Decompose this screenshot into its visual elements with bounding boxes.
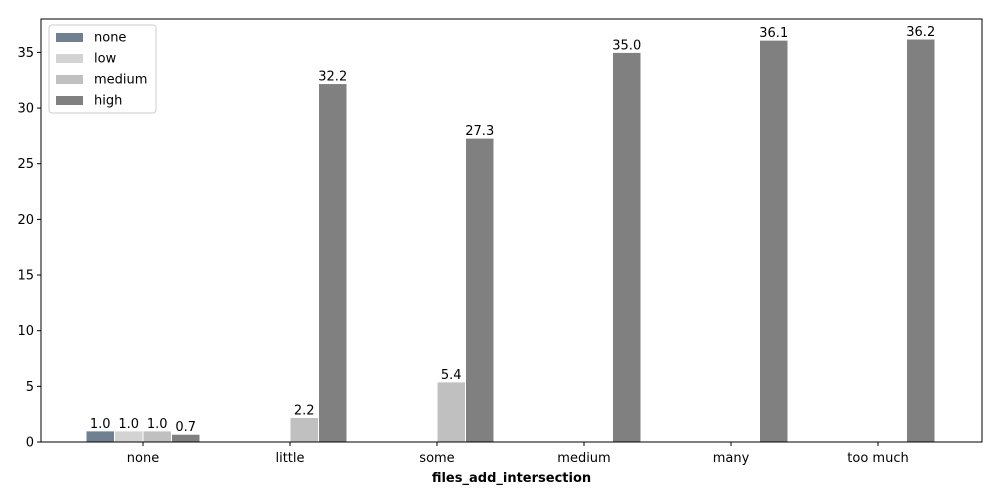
legend-label-high: high xyxy=(94,94,122,109)
legend-label-none: none xyxy=(94,31,126,46)
x-axis: none little some medium many too much xyxy=(127,442,909,466)
legend-label-low: low xyxy=(94,52,117,67)
y-tick-label: 10 xyxy=(17,324,34,339)
y-tick-label: 30 xyxy=(17,102,34,117)
bar-medium xyxy=(289,417,319,443)
legend-swatch-high xyxy=(56,96,83,105)
bar-value-label: 1.0 xyxy=(147,417,168,432)
x-tick-label: many xyxy=(713,451,750,466)
legend-swatch-none xyxy=(56,33,83,42)
y-tick-label: 25 xyxy=(17,157,34,172)
bar-value-label: 36.1 xyxy=(759,26,788,41)
bar-value-label: 1.0 xyxy=(118,417,139,432)
bar-value-label: 35.0 xyxy=(612,38,641,53)
y-tick-label: 20 xyxy=(17,213,34,228)
bar-high xyxy=(906,38,936,443)
bar-labels-layer: 1.0 1.0 1.0 0.7 2.2 32.2 5.4 27.3 35.0 36.1 36.2 xyxy=(90,25,935,435)
x-tick-label: medium xyxy=(557,451,610,466)
bar-value-label: 0.7 xyxy=(175,420,196,435)
bar-value-label: 5.4 xyxy=(441,368,462,383)
bar-medium xyxy=(142,430,172,443)
bar-medium xyxy=(436,381,466,443)
bar-high xyxy=(318,83,348,443)
legend-swatch-low xyxy=(56,54,83,63)
x-axis-title: files_add_intersection xyxy=(432,471,591,486)
bar-high xyxy=(465,137,495,443)
plot-frame xyxy=(40,18,983,443)
bar-value-label: 27.3 xyxy=(465,124,494,139)
legend: none low medium high xyxy=(48,24,157,114)
y-tick-label: 35 xyxy=(17,46,34,61)
bar-high xyxy=(759,39,789,443)
y-tick-label: 5 xyxy=(26,380,34,395)
legend-label-medium: medium xyxy=(94,73,147,88)
bar-none xyxy=(85,430,115,443)
bar-high xyxy=(171,433,201,443)
bar-value-label: 1.0 xyxy=(90,417,111,432)
bar-value-label: 2.2 xyxy=(294,404,315,419)
y-axis: 0 5 10 15 20 25 30 35 xyxy=(17,46,41,451)
x-tick-label: too much xyxy=(847,451,908,466)
y-tick-label: 0 xyxy=(26,436,34,451)
x-tick-label: some xyxy=(419,451,454,466)
bar-value-label: 32.2 xyxy=(318,70,347,85)
x-tick-label: none xyxy=(127,451,159,466)
bar-high xyxy=(612,51,642,443)
legend-box xyxy=(48,24,157,114)
bars-layer xyxy=(85,38,936,443)
bar-value-label: 36.2 xyxy=(906,25,935,40)
bar-low xyxy=(114,430,144,443)
legend-swatch-medium xyxy=(56,75,83,84)
x-tick-label: little xyxy=(275,451,304,466)
y-tick-label: 15 xyxy=(17,269,34,284)
